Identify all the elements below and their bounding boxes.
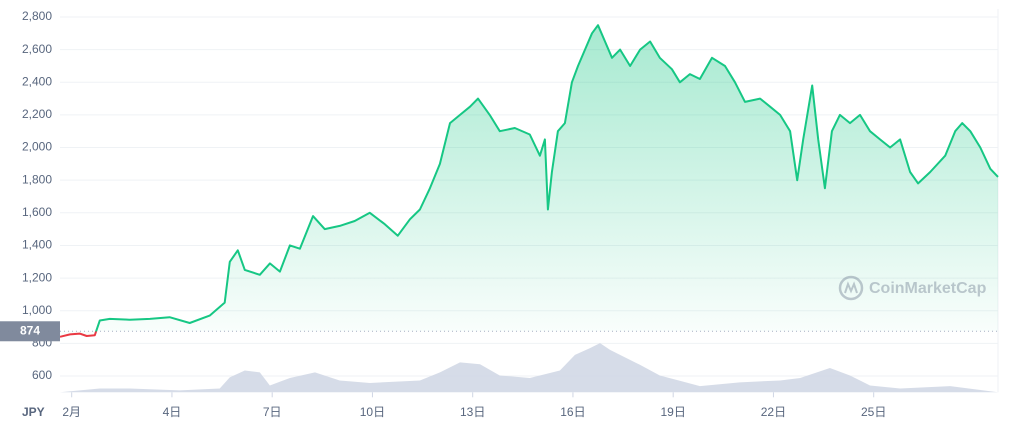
x-tick-label: 4日 [163, 405, 182, 419]
y-tick-label: 2,400 [22, 74, 52, 88]
volume-area [60, 343, 998, 393]
y-tick-label: 1,200 [22, 270, 52, 284]
watermark: CoinMarketCap [838, 275, 987, 301]
baseline-badge [0, 321, 60, 342]
y-tick-label: 600 [32, 368, 52, 382]
y-tick-label: 2,800 [22, 9, 52, 23]
x-tick-label: 2月 [62, 405, 81, 419]
y-tick-label: 1,400 [22, 238, 52, 252]
y-tick-label: 1,600 [22, 205, 52, 219]
y-tick-label: 2,200 [22, 107, 52, 121]
y-tick-label: 2,000 [22, 140, 52, 154]
x-tick-label: 16日 [560, 405, 585, 419]
price-area [60, 25, 998, 337]
currency-label: JPY [22, 405, 45, 419]
x-tick-label: 22日 [761, 405, 786, 419]
x-tick-label: 7日 [263, 405, 282, 419]
y-tick-label: 1,800 [22, 172, 52, 186]
y-tick-label: 1,000 [22, 303, 52, 317]
watermark-text: CoinMarketCap [869, 280, 987, 297]
x-tick-label: 25日 [861, 405, 886, 419]
y-tick-label: 2,600 [22, 42, 52, 56]
x-tick-label: 19日 [661, 405, 686, 419]
price-line [59, 24, 999, 338]
x-tick-label: 10日 [360, 405, 385, 419]
x-tick-label: 13日 [460, 405, 485, 419]
baseline-label: 874 [20, 323, 40, 337]
